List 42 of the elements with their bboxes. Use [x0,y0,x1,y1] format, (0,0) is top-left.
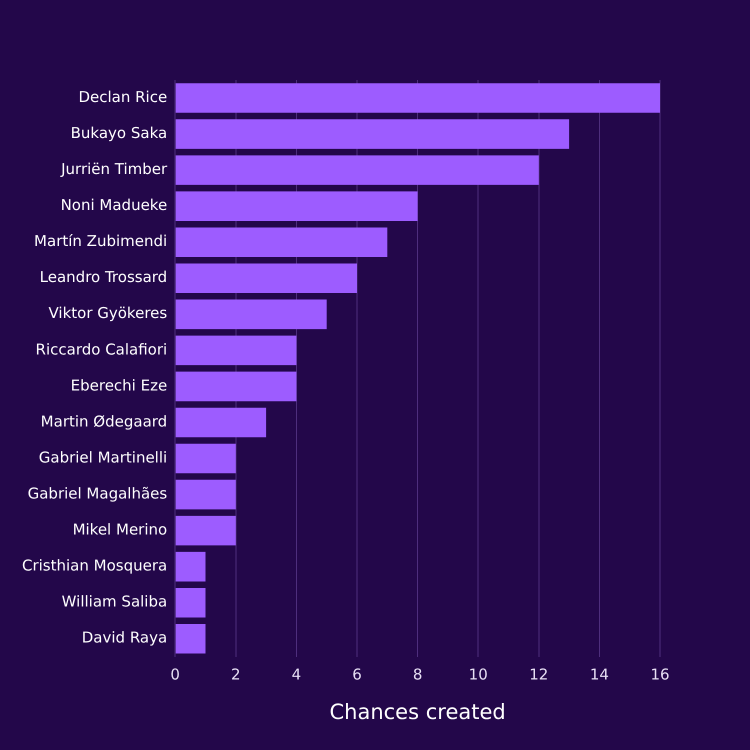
x-tick-label: 2 [231,666,241,684]
bar [176,624,206,654]
bar [176,300,327,330]
y-tick-label: Bukayo Saka [70,124,168,142]
x-tick-label: 16 [650,666,670,684]
y-tick-label: Noni Madueke [60,196,168,214]
bar [176,444,236,474]
bar [176,336,296,366]
bar [176,372,296,402]
x-tick-label: 10 [468,666,488,684]
bar [176,480,236,510]
y-tick-label: Leandro Trossard [40,268,168,286]
bar [176,155,539,185]
x-tick-label: 6 [352,666,362,684]
y-tick-label: William Saliba [62,592,168,611]
y-tick-label: Martin Ødegaard [40,412,168,430]
y-tick-label: Gabriel Magalhães [28,484,168,502]
y-tick-label: Jurriën Timber [60,160,168,178]
y-tick-label: Martín Zubimendi [34,232,168,250]
bar [176,408,266,438]
y-tick-label: Gabriel Martinelli [38,448,168,466]
y-tick-label: Mikel Merino [72,520,168,539]
x-tick-label: 12 [529,666,548,684]
x-axis-title: Chances created [329,700,506,724]
bar [176,263,357,294]
y-tick-label: Eberechi Eze [70,376,168,394]
x-tick-label: 4 [292,666,302,684]
bar [176,191,418,221]
x-tick-label: 0 [170,666,180,684]
bar [176,516,236,546]
x-tick-label: 14 [590,666,609,684]
bar [176,552,206,582]
y-tick-label: Cristhian Mosquera [22,556,168,575]
bar [176,119,570,149]
bar [176,588,206,618]
x-tick-label: 8 [412,666,422,684]
y-tick-label: David Raya [82,628,168,647]
bar [176,227,388,258]
y-tick-label: Declan Rice [78,88,168,106]
bar [176,83,660,113]
y-tick-label: Viktor Gyökeres [48,304,168,322]
y-tick-label: Riccardo Calafiori [36,340,168,358]
